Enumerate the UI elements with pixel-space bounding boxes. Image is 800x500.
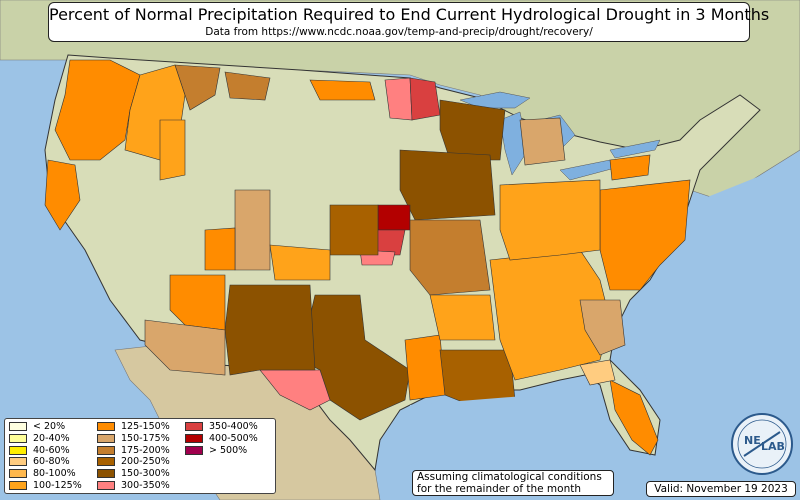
legend-label: 100-125% xyxy=(33,479,82,491)
valid-date: Valid: November 19 2023 xyxy=(646,481,796,497)
legend-item: 60-80% xyxy=(9,456,95,468)
legend-swatch xyxy=(97,480,115,490)
legend-label: 20-40% xyxy=(33,432,70,444)
drought-regions xyxy=(44,59,691,456)
nelab-logo: NE LAB xyxy=(731,413,793,475)
region-nebraska-hot xyxy=(377,204,411,231)
legend-label: 300-350% xyxy=(121,479,170,491)
region-southeast-tan xyxy=(579,299,626,356)
region-montana-w xyxy=(174,64,221,111)
region-wisconsin xyxy=(439,99,506,161)
legend-item: 350-400% xyxy=(185,421,271,433)
legend-swatch xyxy=(97,468,115,478)
legend-swatch xyxy=(185,445,203,455)
legend-item: 150-300% xyxy=(97,468,183,480)
logo-right-text: LAB xyxy=(761,440,785,453)
legend: < 20% 20-40% 40-60% 60-80% 80-100% 100-125% 12… xyxy=(4,418,276,494)
legend-swatch xyxy=(185,422,203,432)
legend-label: < 20% xyxy=(33,421,66,433)
legend-label: 150-175% xyxy=(121,432,170,444)
legend-swatch xyxy=(97,445,115,455)
assumption-note: Assuming climatological conditions for t… xyxy=(412,470,614,496)
region-mid-atlantic xyxy=(599,179,691,291)
region-iowa-ill xyxy=(399,149,496,221)
legend-item: 100-125% xyxy=(9,479,95,491)
legend-label: 80-100% xyxy=(33,467,76,479)
legend-swatch xyxy=(9,457,27,467)
atlantic-ocean xyxy=(630,160,800,470)
region-dakotas xyxy=(309,79,376,101)
region-plains-brown xyxy=(329,204,379,256)
region-arkansas xyxy=(429,294,496,341)
legend-item: > 500% xyxy=(185,444,271,456)
region-nevada-orange xyxy=(204,227,236,271)
region-michigan-tan xyxy=(519,117,566,166)
legend-item: 80-100% xyxy=(9,468,95,480)
legend-label: 200-250% xyxy=(121,456,170,468)
legend-item: 125-150% xyxy=(97,421,183,433)
region-montana-e xyxy=(224,71,271,101)
legend-item: 40-60% xyxy=(9,444,95,456)
region-mn-east xyxy=(409,77,441,121)
note-line-1: Assuming climatological conditions xyxy=(417,471,602,483)
legend-swatch xyxy=(9,468,27,478)
legend-label: 40-60% xyxy=(33,444,70,456)
legend-swatch xyxy=(97,422,115,432)
region-utah-tan xyxy=(234,189,271,271)
legend-label: 350-400% xyxy=(209,421,258,433)
legend-swatch xyxy=(9,433,27,443)
map-title: Percent of Normal Precipitation Required… xyxy=(49,5,770,24)
legend-swatch xyxy=(9,422,27,432)
region-ca-north xyxy=(44,159,81,231)
region-la-ms xyxy=(439,349,516,406)
legend-item: 175-200% xyxy=(97,444,183,456)
legend-item: 300-350% xyxy=(97,479,183,491)
legend-item: 200-250% xyxy=(97,456,183,468)
region-az-tan xyxy=(144,319,226,376)
legend-swatch xyxy=(185,433,203,443)
region-nm-az xyxy=(224,284,316,376)
region-missouri xyxy=(409,219,491,296)
legend-item: 20-40% xyxy=(9,433,95,445)
region-wyoming-nw xyxy=(159,119,186,181)
legend-label: > 500% xyxy=(209,444,248,456)
region-ny-orange xyxy=(609,154,651,181)
legend-swatch xyxy=(9,445,27,455)
legend-swatch xyxy=(97,457,115,467)
legend-label: 125-150% xyxy=(121,421,170,433)
gulf-of-mexico xyxy=(400,390,610,470)
legend-label: 150-300% xyxy=(121,467,170,479)
region-co-orange xyxy=(269,244,331,281)
note-line-2: for the remainder of the month xyxy=(417,483,582,495)
legend-label: 60-80% xyxy=(33,456,70,468)
region-ohio-valley xyxy=(499,179,601,261)
title-box: Percent of Normal Precipitation Required… xyxy=(48,2,770,42)
map-subtitle: Data from https://www.ncdc.noaa.gov/temp… xyxy=(205,26,593,38)
legend-label: 400-500% xyxy=(209,432,258,444)
legend-item: 400-500% xyxy=(185,433,271,445)
region-florida xyxy=(609,379,659,456)
legend-swatch xyxy=(9,480,27,490)
region-tx-east xyxy=(404,334,446,401)
region-florida-light xyxy=(579,359,616,386)
logo-left-text: NE xyxy=(744,434,761,447)
legend-swatch xyxy=(97,433,115,443)
legend-item: < 20% xyxy=(9,421,95,433)
legend-item: 150-175% xyxy=(97,433,183,445)
region-pacific-nw xyxy=(54,59,141,161)
legend-label: 175-200% xyxy=(121,444,170,456)
